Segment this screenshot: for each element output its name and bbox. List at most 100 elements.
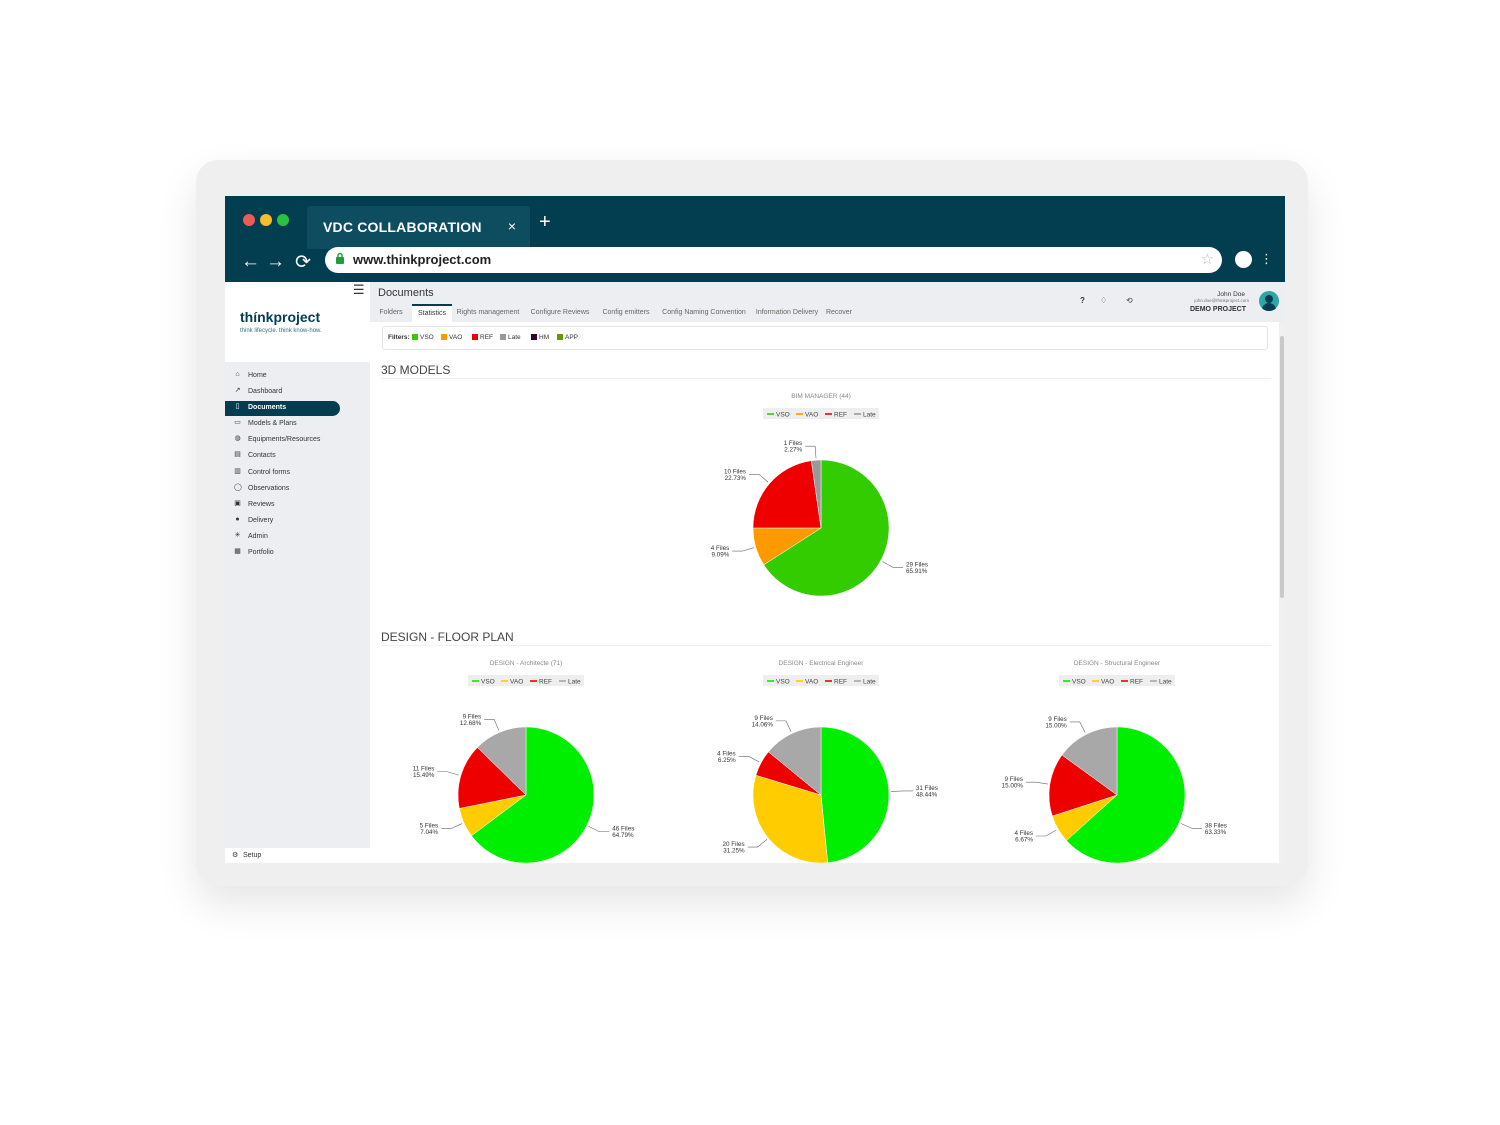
legend-label-vao: VAO [510, 679, 523, 686]
section-title-floor-plan: DESIGN - FLOOR PLAN [381, 630, 514, 644]
project-name[interactable]: DEMO PROJECT [1189, 306, 1246, 313]
observations-icon: ◯ [234, 483, 242, 491]
slice-label-connector [732, 547, 754, 552]
tab-close-icon[interactable]: × [507, 218, 516, 234]
sidebar-item-admin[interactable]: ✳ Admin [225, 529, 370, 545]
filter-ref[interactable]: REF [472, 334, 493, 341]
slice-label-connector [1035, 829, 1057, 837]
sidebar-item-label: Delivery [248, 516, 274, 524]
logo[interactable]: thínkproject [240, 309, 321, 325]
pie-chart: BIM MANAGER (44) VSO VAO REF Late 29 Files 65.… [705, 388, 945, 608]
filter-label: HM [539, 334, 550, 341]
filter-app[interactable]: APP [557, 334, 578, 341]
slice-files-label: 5 Files [420, 822, 439, 829]
sidebar-item-observations[interactable]: ◯ Observations [225, 481, 370, 497]
admin-icon: ✳ [234, 531, 241, 539]
slice-label-connector [882, 561, 903, 568]
filter-vso[interactable]: VSO [412, 334, 434, 341]
tab-config-emitters[interactable]: Config emitters [602, 309, 650, 316]
slice-label-connector [747, 839, 768, 848]
chart-legend-bg [468, 675, 584, 686]
slice-files-label: 9 Files [1048, 716, 1067, 723]
slice-files-label: 38 Files [1205, 822, 1227, 829]
close-window-dot[interactable] [243, 214, 255, 226]
refresh-icon[interactable]: ⟲ [1126, 296, 1133, 305]
sidebar-item-dashboard[interactable]: ↗ Dashboard [225, 384, 370, 400]
tab-recover[interactable]: Recover [825, 309, 853, 316]
pie-chart-svg: BIM MANAGER (44) VSO VAO REF Late 29 Files65.… [711, 393, 928, 597]
slice-label-connector [484, 719, 500, 731]
browser-tab[interactable]: VDC COLLABORATION × [307, 206, 530, 249]
legend-label-vso: VSO [776, 412, 790, 419]
slice-files-label: 4 Files [717, 750, 736, 757]
sidebar-item-equipments-resources[interactable]: ◍ Equipments/Resources [225, 432, 370, 448]
sidebar-item-documents[interactable]: ▯ Documents [225, 400, 370, 417]
sidebar-item-delivery[interactable]: ● Delivery [225, 513, 370, 529]
chart-title: DESIGN - Electrical Engineer [779, 660, 865, 667]
tab-config-naming-convention[interactable]: Config Naming Convention [662, 309, 746, 316]
scrollbar-thumb[interactable] [1280, 336, 1284, 598]
filter-swatch [500, 334, 506, 340]
maximize-window-dot[interactable] [277, 214, 289, 226]
slice-percent-label: 7.04% [420, 829, 438, 836]
reload-icon[interactable]: ⟳ [295, 252, 311, 273]
pie-slice-ref [752, 460, 822, 529]
new-tab-icon[interactable]: + [539, 211, 551, 233]
user-avatar[interactable] [1259, 291, 1279, 311]
pie-chart-svg: DESIGN - Structural Engineer VSO VAO REF Lat… [1002, 660, 1227, 863]
sidebar-item-contacts[interactable]: ▤ Contacts [225, 448, 370, 464]
pie-slice-ref [1048, 754, 1118, 817]
minimize-window-dot[interactable] [260, 214, 272, 226]
chart-legend-bg [763, 675, 879, 686]
browser-profile-icon[interactable] [1235, 251, 1252, 268]
portfolio-icon: ▦ [234, 548, 241, 556]
tab-folders[interactable]: Folders [379, 309, 403, 316]
logo-tagline: think lifecycle. think know-how. [240, 328, 322, 334]
hamburger-menu-icon[interactable]: ☰ [353, 282, 365, 297]
url-text: www.thinkproject.com [353, 252, 492, 267]
browser-chrome: VDC COLLABORATION × + ← → ⟳ www.thinkpro… [225, 196, 1285, 282]
bookmark-star-icon[interactable]: ☆ [1200, 251, 1214, 268]
filter-vao[interactable]: VAO [441, 334, 462, 341]
browser-window: VDC COLLABORATION × + ← → ⟳ www.thinkpro… [225, 196, 1285, 863]
bell-icon[interactable]: ♢ [1100, 296, 1108, 305]
pie-slice-vso [763, 459, 890, 597]
tab-rights-management[interactable]: Rights management [456, 309, 520, 316]
documents-icon: ▯ [235, 403, 240, 411]
section-divider [381, 645, 1271, 646]
tab-information-delivery[interactable]: Information Delivery [755, 309, 819, 316]
setup-label: Setup [243, 852, 262, 859]
tab-statistics[interactable]: Statistics [412, 304, 452, 322]
sidebar-item-home[interactable]: ⌂ Home [225, 368, 370, 384]
sidebar-item-label: Admin [248, 532, 268, 540]
pie-slice-late [477, 726, 527, 796]
slice-files-label: 11 Files [413, 766, 435, 773]
pie-slice-vao [752, 774, 828, 863]
tab-configure-reviews[interactable]: Configure Reviews [530, 309, 590, 316]
filter-label: REF [480, 334, 493, 341]
slice-files-label: 29 Files [906, 561, 928, 568]
address-bar[interactable]: www.thinkproject.com ☆ [325, 247, 1222, 273]
slice-label-connector [1069, 721, 1086, 733]
setup-link[interactable]: ⚙ Setup [225, 848, 370, 863]
sidebar-item-control-forms[interactable]: ▥ Control forms [225, 465, 370, 481]
user-name: John Doe [1217, 291, 1245, 298]
legend-label-vao: VAO [805, 412, 818, 419]
help-icon[interactable]: ? [1080, 296, 1085, 305]
slice-percent-label: 63.33% [1205, 829, 1227, 836]
sidebar: thínkproject think lifecycle. think know… [225, 282, 370, 863]
filters-bar: Filters: VSO VAO REF Late HM APP [382, 326, 1268, 350]
sidebar-item-reviews[interactable]: ▣ Reviews [225, 497, 370, 513]
slice-label-connector [749, 474, 769, 483]
sidebar-item-portfolio[interactable]: ▦ Portfolio [225, 545, 370, 561]
filter-hm[interactable]: HM [531, 334, 549, 341]
legend-label-vso: VSO [1072, 679, 1086, 686]
filter-late[interactable]: Late [500, 334, 521, 341]
slice-files-label: 31 Files [916, 785, 938, 792]
browser-menu-icon[interactable]: ⋮ [1260, 251, 1273, 266]
contacts-icon: ▤ [234, 451, 241, 459]
legend-label-late: Late [863, 679, 876, 686]
forward-arrow-icon[interactable]: → [266, 251, 285, 272]
back-arrow-icon[interactable]: ← [241, 251, 260, 272]
sidebar-item-models-plans[interactable]: ▭ Models & Plans [225, 416, 370, 432]
